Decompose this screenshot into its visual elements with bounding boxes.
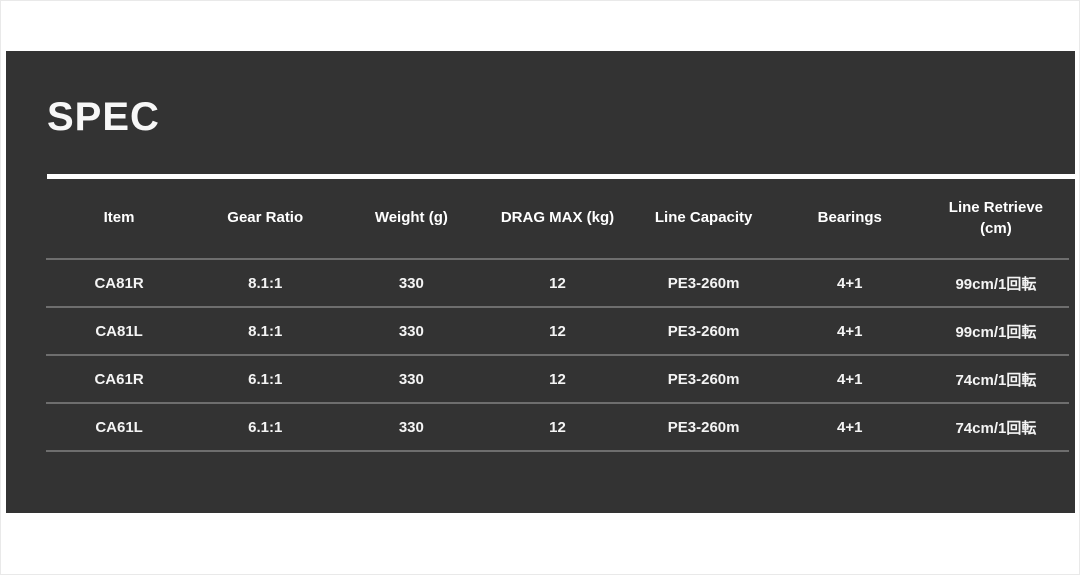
cell-bearings: 4+1 xyxy=(837,322,863,340)
table-row: CA81R 8.1:1 330 12 PE3-260m 4+1 99cm/1回転 xyxy=(46,260,1069,308)
column-header-line-retrieve: Line Retrieve (cm) xyxy=(923,179,1069,258)
column-header-label: Line Capacity xyxy=(654,209,753,227)
column-header-line-capacity: Line Capacity xyxy=(631,179,777,258)
spec-panel: SPEC Item Gear Ratio Weight (g) DRAG MAX… xyxy=(6,51,1075,513)
cell-weight: 330 xyxy=(398,370,424,388)
section-title: SPEC xyxy=(47,95,160,139)
table-row: CA61L 6.1:1 330 12 PE3-260m 4+1 74cm/1回転 xyxy=(46,404,1069,452)
table-header-row: Item Gear Ratio Weight (g) DRAG MAX (kg)… xyxy=(46,179,1069,260)
cell-drag-max: 12 xyxy=(549,322,566,340)
cell-item: CA61R xyxy=(94,370,144,388)
cell-bearings: 4+1 xyxy=(837,418,863,436)
cell-line-capacity: PE3-260m xyxy=(667,322,740,340)
cell-gear-ratio: 8.1:1 xyxy=(248,322,283,340)
cell-item: CA81L xyxy=(95,322,143,340)
column-header-label: DRAG MAX (kg) xyxy=(500,209,615,227)
cell-line-retrieve: 74cm/1回転 xyxy=(955,419,1037,437)
column-header-gear-ratio: Gear Ratio xyxy=(192,179,338,258)
cell-item: CA61L xyxy=(95,418,143,436)
spec-table: Item Gear Ratio Weight (g) DRAG MAX (kg)… xyxy=(46,179,1069,452)
table-row: CA61R 6.1:1 330 12 PE3-260m 4+1 74cm/1回転 xyxy=(46,356,1069,404)
cell-bearings: 4+1 xyxy=(837,370,863,388)
column-header-item: Item xyxy=(46,179,192,258)
title-underline xyxy=(47,174,1075,179)
cell-line-retrieve: 99cm/1回転 xyxy=(955,323,1037,341)
cell-weight: 330 xyxy=(398,322,424,340)
column-header-label: Gear Ratio xyxy=(227,209,304,227)
column-header-bearings: Bearings xyxy=(777,179,923,258)
cell-bearings: 4+1 xyxy=(837,274,863,292)
cell-drag-max: 12 xyxy=(549,418,566,436)
cell-line-retrieve: 99cm/1回転 xyxy=(955,275,1037,293)
column-header-label: Line Retrieve (cm) xyxy=(948,199,1044,237)
cell-gear-ratio: 8.1:1 xyxy=(248,274,283,292)
column-header-label: Weight (g) xyxy=(374,209,448,227)
cell-gear-ratio: 6.1:1 xyxy=(248,418,283,436)
column-header-weight: Weight (g) xyxy=(338,179,484,258)
cell-line-capacity: PE3-260m xyxy=(667,418,740,436)
table-row: CA81L 8.1:1 330 12 PE3-260m 4+1 99cm/1回転 xyxy=(46,308,1069,356)
column-header-label: Bearings xyxy=(817,209,882,227)
cell-line-capacity: PE3-260m xyxy=(667,370,740,388)
cell-gear-ratio: 6.1:1 xyxy=(248,370,283,388)
column-header-drag-max: DRAG MAX (kg) xyxy=(484,179,630,258)
cell-line-retrieve: 74cm/1回転 xyxy=(955,371,1037,389)
cell-drag-max: 12 xyxy=(549,370,566,388)
cell-weight: 330 xyxy=(398,274,424,292)
cell-line-capacity: PE3-260m xyxy=(667,274,740,292)
cell-weight: 330 xyxy=(398,418,424,436)
cell-item: CA81R xyxy=(94,274,144,292)
cell-drag-max: 12 xyxy=(549,274,566,292)
column-header-label: Item xyxy=(103,209,135,227)
